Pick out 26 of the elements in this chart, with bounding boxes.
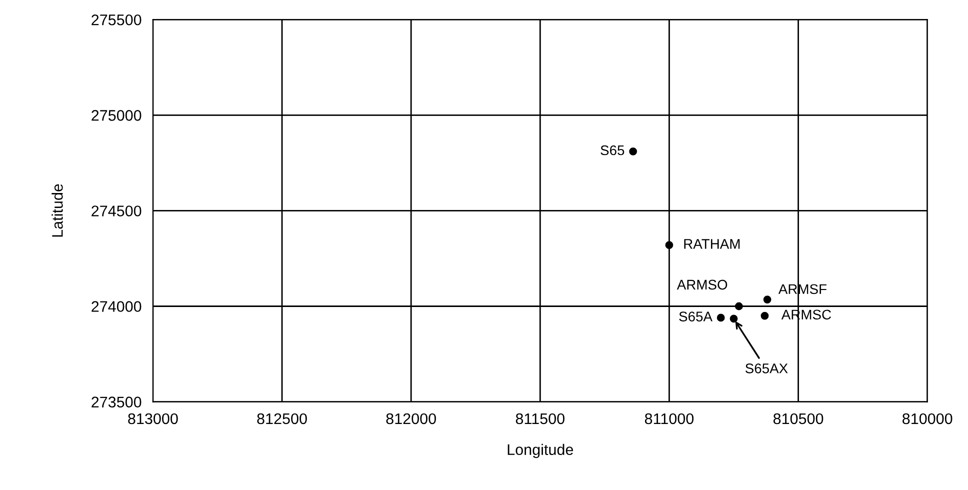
annotation: S65 (600, 145, 624, 156)
x-tick-label: 812500 (257, 413, 307, 424)
y-tick-label: 275000 (92, 110, 142, 121)
x-tick-label: 813000 (128, 413, 178, 424)
annotation: RATHAM (684, 239, 740, 249)
x-axis-title: Longitude (508, 444, 574, 458)
x-tick-label: 811000 (644, 413, 694, 424)
point (629, 148, 638, 156)
y-axis-title: Latitude (52, 184, 63, 237)
x-tick-label: 810000 (902, 413, 952, 424)
y-tick-label: 274500 (92, 206, 142, 216)
y-tick-label: 275500 (92, 14, 142, 26)
point (665, 241, 674, 250)
x-tick-label: 811500 (516, 413, 564, 424)
x-tick-label: 810500 (773, 413, 824, 424)
annotation: S65A (679, 312, 712, 322)
point (716, 314, 725, 322)
point (734, 302, 743, 310)
x-tick-label: 812000 (386, 413, 436, 424)
point (760, 312, 769, 320)
point (730, 314, 738, 323)
annotation: S65AX (745, 363, 788, 374)
point (763, 296, 772, 304)
y-tick-label: 273500 (92, 396, 142, 408)
annotation: ARMSO (676, 280, 728, 290)
y-tick-label: 274000 (92, 301, 142, 312)
